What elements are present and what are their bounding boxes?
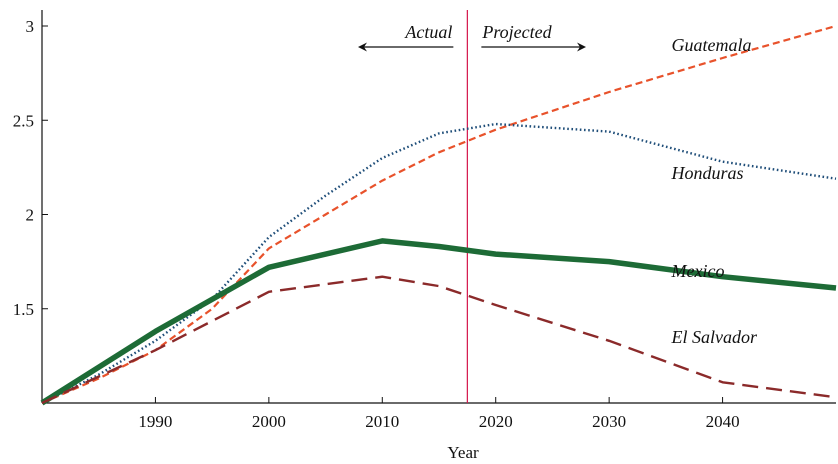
- x-tick-label: 2040: [706, 412, 740, 431]
- x-tick-label: 2020: [479, 412, 513, 431]
- series-label-el-salvador: El Salvador: [671, 327, 758, 347]
- series-layer: [40, 24, 837, 406]
- projected-label: Projected: [481, 22, 552, 42]
- series-label-guatemala: Guatemala: [672, 35, 752, 55]
- x-axis-title: Year: [447, 443, 479, 462]
- x-tick-label: 2000: [252, 412, 286, 431]
- y-tick-label: 2: [26, 206, 35, 225]
- projected-arrow-head: [577, 42, 586, 52]
- y-tick-label: 2.5: [13, 111, 34, 130]
- x-tick-label: 2030: [592, 412, 626, 431]
- axes: 1990 2000 2010 2020 2030 2040 1.5 2 2.5 3 Year: [13, 10, 836, 462]
- series-line-el-salvador: [41, 275, 837, 405]
- y-tick-label: 1.5: [13, 300, 34, 319]
- series-label-honduras: Honduras: [671, 163, 744, 183]
- series-label-mexico: Mexico: [671, 261, 725, 281]
- series-line-guatemala: [41, 24, 837, 405]
- series-line-honduras: [41, 122, 837, 405]
- x-tick-label: 1990: [138, 412, 172, 431]
- annotation-layer: Guatemala Honduras Mexico El Salvador Actual…: [358, 22, 758, 347]
- actual-label: Actual: [404, 22, 452, 42]
- actual-arrow-head: [358, 42, 367, 52]
- x-tick-label: 2010: [365, 412, 399, 431]
- series-line-mexico: [40, 238, 837, 406]
- y-tick-label: 3: [26, 17, 35, 36]
